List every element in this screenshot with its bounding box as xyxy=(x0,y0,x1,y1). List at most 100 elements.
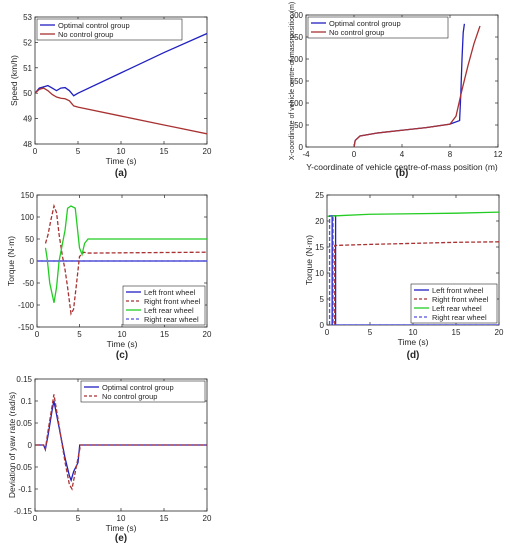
x-tick-label: 0 xyxy=(33,514,38,523)
x-tick-label: 5 xyxy=(77,330,82,339)
y-tick-label: 300 xyxy=(290,11,304,20)
series-line-2 xyxy=(35,87,207,135)
x-tick-label: 10 xyxy=(118,330,127,339)
x-tick-label: 12 xyxy=(494,150,503,159)
x-tick-label: 0 xyxy=(325,328,330,337)
chart-panel-d: 0 5 10 15 20 0 5 10 15 20 25 Time (s) Torque (N·m) Le… xyxy=(304,191,504,361)
legend-label: No control group xyxy=(329,28,384,37)
x-tick-label: 20 xyxy=(495,328,504,337)
y-tick-label: 250 xyxy=(290,33,304,42)
panel-label: (d) xyxy=(407,350,420,361)
y-tick-label: 0 xyxy=(299,143,304,152)
y-tick-label: -50 xyxy=(22,279,34,288)
y-tick-label: 50 xyxy=(294,121,303,130)
x-tick-label: 20 xyxy=(203,330,212,339)
legend-label: Right front wheel xyxy=(144,297,201,306)
x-tick-label: -4 xyxy=(302,150,310,159)
series-line-2 xyxy=(353,25,481,147)
x-tick-label: 10 xyxy=(117,147,126,156)
y-tick-label: 20 xyxy=(315,217,324,226)
x-tick-label: 10 xyxy=(409,328,418,337)
y-tick-label: 15 xyxy=(315,243,324,252)
y-tick-label: 51 xyxy=(23,64,32,73)
y-axis-label: Speed (km/h) xyxy=(9,55,19,106)
y-axis-label: X-coordinate of vehicle centre-of-mass p… xyxy=(289,2,296,160)
x-tick-label: 15 xyxy=(160,330,169,339)
legend-box xyxy=(36,18,183,41)
x-axis-label: Y-coordinate of vehicle centre-of-mass p… xyxy=(306,162,498,172)
panel-label: (c) xyxy=(116,350,128,361)
y-tick-label: -100 xyxy=(18,301,35,310)
x-tick-label: 15 xyxy=(160,514,169,523)
y-tick-label: 150 xyxy=(21,191,35,200)
y-tick-label: -0.05 xyxy=(14,463,33,472)
series-line-2 xyxy=(334,241,499,325)
y-tick-label: -0.15 xyxy=(14,507,33,516)
legend-label: Right front wheel xyxy=(432,295,489,304)
y-tick-label: 0 xyxy=(320,321,325,330)
y-tick-label: 49 xyxy=(23,115,32,124)
legend-label: Right rear wheel xyxy=(432,313,487,322)
y-axis-label: Torque (N·m) xyxy=(6,236,16,286)
y-axis-label: Deviation of yaw rate (rad/s) xyxy=(7,392,17,498)
legend-label: Left rear wheel xyxy=(144,306,194,315)
series-line-2 xyxy=(35,394,207,491)
x-axis-label: Time (s) xyxy=(106,156,137,166)
x-tick-label: 4 xyxy=(400,150,405,159)
series-line-4 xyxy=(328,215,499,325)
x-tick-label: 0 xyxy=(352,150,357,159)
chart-panel-e: 0 5 10 15 20 -0.15 -0.1 -0.05 0 0.05 0.1 0.15 Time (… xyxy=(7,375,212,544)
y-tick-label: 5 xyxy=(320,295,325,304)
y-tick-label: 100 xyxy=(290,99,304,108)
legend-box xyxy=(307,16,449,39)
x-axis-label: Time (s) xyxy=(107,339,138,349)
legend-label: Left front wheel xyxy=(432,286,484,295)
legend-label: Optimal control group xyxy=(58,21,130,30)
panel-label: (b) xyxy=(396,168,409,179)
y-tick-label: -150 xyxy=(18,323,35,332)
x-tick-label: 15 xyxy=(160,147,169,156)
y-tick-label: 48 xyxy=(23,140,32,149)
y-tick-label: 100 xyxy=(21,213,35,222)
x-tick-label: 20 xyxy=(203,514,212,523)
chart-panel-c: 0 5 10 15 20 -150 -100 -50 0 50 100 150 Time (s) Torq… xyxy=(6,191,212,361)
y-tick-label: 50 xyxy=(25,235,34,244)
series-line-1 xyxy=(35,32,207,97)
y-tick-label: 25 xyxy=(315,191,324,200)
x-tick-label: 15 xyxy=(452,328,461,337)
chart-panel-a: 0 5 10 15 20 48 49 50 51 52 53 Time (s) Speed (km/h)… xyxy=(9,13,212,179)
legend-label: Left front wheel xyxy=(144,288,196,297)
panel-label: (e) xyxy=(115,533,127,544)
legend-box xyxy=(80,380,206,403)
x-tick-label: 20 xyxy=(203,147,212,156)
y-tick-label: 53 xyxy=(23,13,32,22)
series-line-2 xyxy=(44,203,207,316)
y-tick-label: 0.05 xyxy=(16,419,32,428)
y-tick-label: 52 xyxy=(23,38,32,47)
x-tick-label: 5 xyxy=(76,147,81,156)
series-line-3 xyxy=(44,205,207,303)
y-tick-label: 0 xyxy=(28,441,33,450)
legend-label: No control group xyxy=(58,30,113,39)
x-tick-label: 0 xyxy=(35,330,40,339)
y-tick-label: 150 xyxy=(290,77,304,86)
x-tick-label: 8 xyxy=(448,150,453,159)
y-tick-label: 50 xyxy=(23,89,32,98)
y-tick-label: -0.1 xyxy=(18,485,32,494)
legend-label: Optimal control group xyxy=(329,19,401,28)
legend-label: No control group xyxy=(102,392,157,401)
x-axis-label: Time (s) xyxy=(106,523,137,533)
x-tick-label: 5 xyxy=(368,328,373,337)
y-tick-label: 0.1 xyxy=(21,397,33,406)
y-tick-label: 200 xyxy=(290,55,304,64)
x-axis-label: Time (s) xyxy=(398,337,429,347)
x-tick-label: 10 xyxy=(117,514,126,523)
panel-label: (a) xyxy=(115,168,127,179)
